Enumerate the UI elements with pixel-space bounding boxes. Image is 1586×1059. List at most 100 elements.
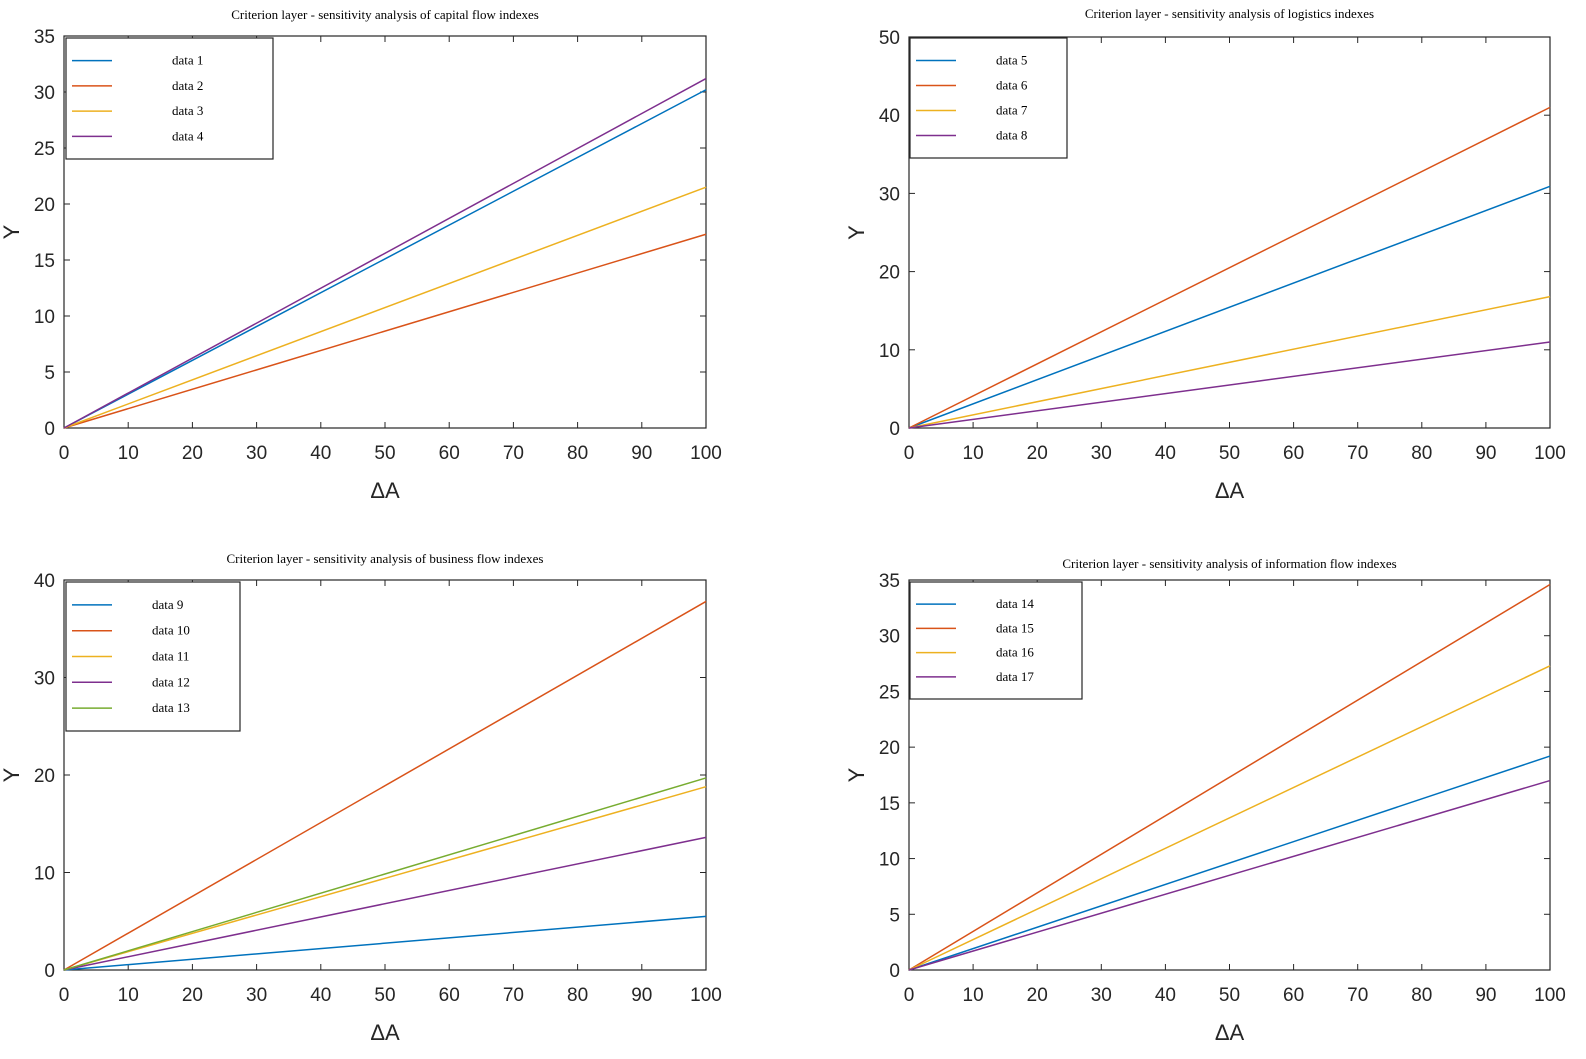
x-tick-label: 0 xyxy=(904,443,915,464)
legend: data 1 data 2 data 3 data 4 xyxy=(65,37,274,160)
x-tick-label: 20 xyxy=(1027,443,1048,464)
x-tick-label: 90 xyxy=(1475,985,1496,1006)
legend: data 14 data 15 data 16 data 17 xyxy=(909,581,1083,700)
y-tick-label: 30 xyxy=(34,669,55,690)
legend-box xyxy=(909,37,1068,159)
series-line-data-16 xyxy=(908,665,1551,971)
x-tick-label: 90 xyxy=(1475,443,1496,464)
legend-label: data 2 xyxy=(172,78,203,93)
y-tick-label: 50 xyxy=(879,28,900,49)
x-tick-label: 40 xyxy=(1155,443,1176,464)
series-line-data-1 xyxy=(63,89,707,429)
x-tick-label: 30 xyxy=(1091,443,1112,464)
x-tick-label: 0 xyxy=(59,443,70,464)
y-tick-label: 0 xyxy=(889,961,900,982)
x-tick-label: 80 xyxy=(567,443,588,464)
y-tick-label: 25 xyxy=(34,139,55,160)
x-axis-label: ΔA xyxy=(370,1020,400,1045)
legend: data 5 data 6 data 7 data 8 xyxy=(909,37,1068,159)
series-line-data-2 xyxy=(63,233,707,429)
series-line-data-17 xyxy=(908,779,1551,971)
x-axis-label: ΔA xyxy=(370,478,400,503)
legend-label: data 6 xyxy=(996,78,1028,93)
legend-label: data 16 xyxy=(996,645,1034,660)
x-tick-label: 60 xyxy=(439,443,460,464)
x-tick-label: 30 xyxy=(246,985,267,1006)
y-tick-label: 15 xyxy=(879,794,900,815)
series-line-data-5 xyxy=(908,185,1551,429)
chart-1: Criterion layer - sensitivity analysis o… xyxy=(0,7,722,503)
y-tick-label: 10 xyxy=(879,850,900,871)
x-tick-label: 50 xyxy=(374,443,395,464)
series-line-data-15 xyxy=(908,583,1551,971)
chart-title: Criterion layer - sensitivity analysis o… xyxy=(1062,556,1396,571)
legend-label: data 8 xyxy=(996,128,1027,143)
x-tick-label: 10 xyxy=(963,443,984,464)
x-tick-label: 80 xyxy=(1411,443,1432,464)
y-tick-label: 5 xyxy=(44,363,55,384)
y-tick-label: 10 xyxy=(34,307,55,328)
x-axis-label: ΔA xyxy=(1215,478,1245,503)
x-tick-label: 100 xyxy=(1534,985,1566,1006)
x-tick-label: 40 xyxy=(1155,985,1176,1006)
y-tick-label: 20 xyxy=(879,263,900,284)
y-tick-label: 0 xyxy=(44,961,55,982)
series-line-data-8 xyxy=(908,341,1551,429)
chart-title: Criterion layer - sensitivity analysis o… xyxy=(1085,6,1374,21)
x-tick-label: 20 xyxy=(182,985,203,1006)
legend-label: data 17 xyxy=(996,669,1034,684)
chart-title: Criterion layer - sensitivity analysis o… xyxy=(226,551,543,566)
series-line-data-4 xyxy=(63,77,707,429)
x-tick-label: 10 xyxy=(118,443,139,464)
legend-box xyxy=(909,581,1083,700)
x-tick-label: 90 xyxy=(631,985,652,1006)
x-tick-label: 10 xyxy=(118,985,139,1006)
x-tick-label: 70 xyxy=(503,985,524,1006)
y-tick-label: 30 xyxy=(879,184,900,205)
x-tick-label: 50 xyxy=(1219,443,1240,464)
y-tick-label: 30 xyxy=(879,627,900,648)
y-tick-label: 40 xyxy=(879,106,900,127)
x-tick-label: 0 xyxy=(904,985,915,1006)
x-tick-label: 100 xyxy=(690,443,722,464)
chart-4: Criterion layer - sensitivity analysis o… xyxy=(844,556,1566,1045)
y-tick-label: 15 xyxy=(34,251,55,272)
legend-label: data 7 xyxy=(996,103,1028,118)
x-tick-label: 60 xyxy=(439,985,460,1006)
series-line-data-7 xyxy=(908,295,1551,429)
legend-label: data 12 xyxy=(152,674,190,689)
x-tick-label: 30 xyxy=(246,443,267,464)
x-tick-label: 10 xyxy=(963,985,984,1006)
y-tick-label: 40 xyxy=(34,571,55,592)
x-axis-label: ΔA xyxy=(1215,1020,1245,1045)
y-tick-label: 35 xyxy=(879,571,900,592)
series-line-data-6 xyxy=(908,106,1551,429)
y-axis-label: Y xyxy=(0,767,24,782)
legend-label: data 10 xyxy=(152,623,190,638)
y-tick-label: 5 xyxy=(889,905,900,926)
x-tick-label: 70 xyxy=(1347,443,1368,464)
x-tick-label: 100 xyxy=(690,985,722,1006)
legend-box xyxy=(65,37,274,160)
legend-label: data 9 xyxy=(152,597,183,612)
series-line-data-14 xyxy=(908,755,1551,971)
legend: data 9 data 10 data 11 data 12 data 13 xyxy=(65,581,241,732)
x-tick-label: 30 xyxy=(1091,985,1112,1006)
legend-label: data 5 xyxy=(996,53,1027,68)
y-tick-label: 20 xyxy=(34,766,55,787)
y-axis-label: Y xyxy=(844,225,869,240)
x-tick-label: 100 xyxy=(1534,443,1566,464)
x-tick-label: 40 xyxy=(310,443,331,464)
chart-title: Criterion layer - sensitivity analysis o… xyxy=(231,7,539,22)
x-tick-label: 0 xyxy=(59,985,70,1006)
y-tick-label: 20 xyxy=(879,738,900,759)
series-line-data-12 xyxy=(63,836,707,971)
series-line-data-10 xyxy=(63,600,707,971)
x-tick-label: 70 xyxy=(1347,985,1368,1006)
y-tick-label: 30 xyxy=(34,83,55,104)
x-tick-label: 50 xyxy=(374,985,395,1006)
x-tick-label: 40 xyxy=(310,985,331,1006)
y-tick-label: 0 xyxy=(44,419,55,440)
legend-label: data 11 xyxy=(152,649,189,664)
